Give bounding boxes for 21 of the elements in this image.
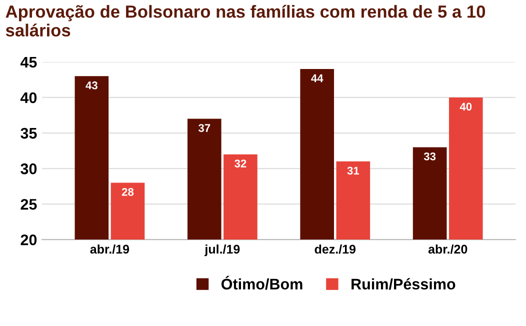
data-label: 44 [311,74,324,82]
x-tick-label: dez./19 [314,244,356,254]
legend-label: Ótimo/Bom [221,276,302,290]
y-tick-label: 20 [20,234,37,246]
data-label: 40 [460,102,472,111]
y-tick-label: 25 [20,198,37,210]
x-tick-label: abr./20 [428,244,468,254]
y-tick-label: 35 [20,128,37,139]
y-tick-label: 40 [20,92,37,104]
y-tick-label: 45 [20,56,37,68]
data-label: 37 [198,124,210,132]
chart-title: Aprovação de Bolsonaro nas famílias com renda de 5 a 10 salários [6,4,486,36]
data-label: 28 [122,188,134,196]
data-label: 32 [234,160,246,168]
x-tick-label: abr./19 [90,244,130,254]
x-tick-label: jul./19 [204,244,240,256]
y-tick-label: 30 [20,163,37,174]
data-label: 33 [424,152,436,160]
legend-label: Ruim/Péssimo [352,278,456,290]
data-label: 31 [347,166,360,175]
data-label: 43 [86,81,98,90]
